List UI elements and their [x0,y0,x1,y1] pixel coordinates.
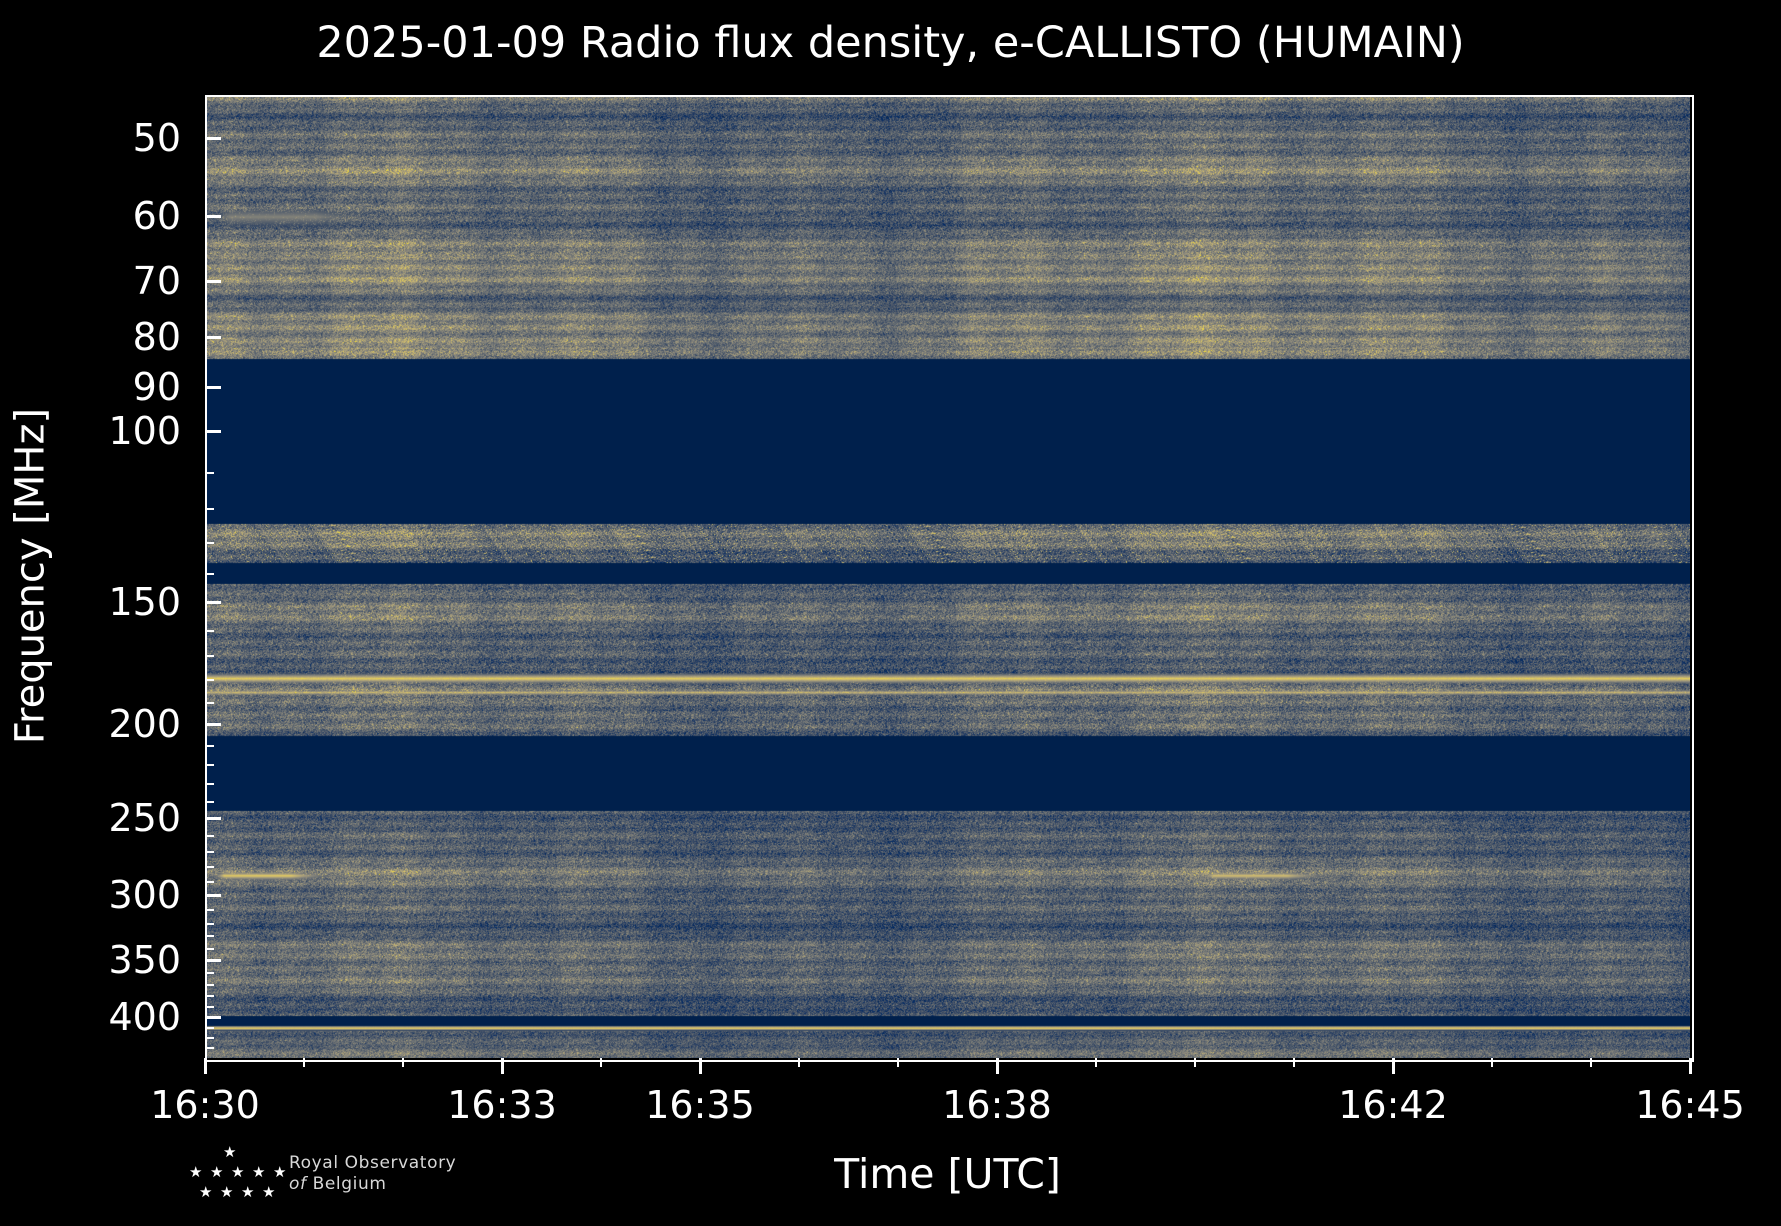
y-minor-tick-mark [205,744,214,747]
y-tick-mark [205,279,221,283]
y-minor-tick-mark [205,935,214,938]
y-minor-tick-mark [205,983,214,986]
y-minor-tick-mark [205,834,214,837]
x-tick-mark [204,1058,207,1074]
stars-icon: ★ ★ ★ ★ ★ ★ ★ ★ ★ ★ [185,1143,286,1203]
y-minor-tick-mark [205,850,214,853]
x-tick-mark [1689,1058,1692,1074]
logo-text: Royal Observatory of Belgium [289,1153,456,1195]
x-tick-label: 16:35 [645,1083,755,1127]
y-minor-tick-mark [205,1037,214,1040]
logo-belgium-word: Belgium [312,1174,387,1194]
y-minor-tick-mark [205,909,214,912]
y-tick-label: 250 [108,796,181,841]
y-tick-mark [205,336,221,339]
y-tick-mark [205,385,221,389]
logo-line-1: Royal Observatory [289,1153,457,1173]
y-minor-tick-mark [205,542,214,545]
x-minor-tick-mark [1095,1058,1097,1067]
y-minor-tick-mark [205,1006,214,1009]
y-minor-tick-mark [205,679,214,682]
y-minor-tick-mark [205,783,214,786]
spectrogram-plot-area[interactable] [205,95,1690,1058]
x-tick-mark [996,1058,999,1074]
x-axis-label: Time [UTC] [834,1150,1061,1198]
y-tick-label: 300 [108,873,181,918]
y-tick-label: 80 [132,315,181,359]
y-tick-mark [205,214,221,218]
y-minor-tick-mark [205,702,214,705]
y-minor-tick-mark [205,471,214,474]
star-icon: ★ [189,1163,203,1181]
y-tick-label: 200 [108,701,181,746]
logo-line-2: of Belgium [289,1174,456,1195]
y-tick-label: 150 [108,580,181,625]
y-minor-tick-mark [205,972,214,975]
x-tick-label: 16:42 [1338,1083,1448,1127]
y-minor-tick-mark [205,995,214,998]
star-icon: ★ [273,1163,287,1181]
x-tick-label: 16:33 [447,1083,557,1127]
x-minor-tick-mark [897,1058,899,1067]
x-minor-tick-mark [1491,1058,1493,1067]
y-tick-mark [205,1015,221,1019]
y-tick-label: 50 [132,116,181,161]
y-minor-tick-mark [205,948,214,951]
x-minor-tick-mark [303,1058,305,1067]
y-tick-label: 90 [132,364,181,409]
y-minor-tick-mark [205,866,214,869]
y-minor-tick-mark [205,801,214,803]
x-minor-tick-mark [600,1058,602,1067]
star-icon: ★ [241,1183,255,1201]
y-tick-mark [205,137,221,141]
y-tick-mark [205,959,221,963]
x-tick-label: 16:30 [150,1083,260,1127]
y-minor-tick-mark [205,629,214,632]
star-icon: ★ [231,1163,245,1181]
x-minor-tick-mark [402,1058,404,1067]
y-tick-mark [205,601,221,605]
y-tick-mark [205,722,221,726]
y-minor-tick-mark [205,764,214,767]
spectrogram-image [205,95,1690,1058]
page-title: 2025-01-09 Radio flux density, e-CALLIST… [316,18,1465,68]
x-minor-tick-mark [1194,1058,1196,1067]
y-tick-mark [205,817,221,821]
x-tick-mark [501,1058,504,1074]
y-minor-tick-mark [205,655,214,658]
y-tick-mark [205,430,221,434]
x-tick-label: 16:45 [1635,1083,1745,1127]
star-icon: ★ [252,1163,266,1181]
y-minor-tick-mark [205,880,214,883]
x-tick-mark [699,1058,702,1074]
logo-of-word: of [289,1174,307,1194]
y-minor-tick-mark [205,1027,214,1030]
y-tick-label: 70 [132,258,181,303]
y-tick-label: 350 [108,938,181,983]
y-axis-label: Frequency [MHz] [7,407,54,745]
x-minor-tick-mark [1293,1058,1295,1067]
y-minor-tick-mark [205,1047,214,1050]
y-minor-tick-mark [205,573,214,576]
y-minor-tick-mark [205,508,214,511]
x-tick-label: 16:38 [942,1083,1052,1127]
royal-observatory-logo: ★ ★ ★ ★ ★ ★ ★ ★ ★ ★ Royal Observatory of Belgium [185,1145,456,1203]
y-minor-tick-mark [205,922,214,925]
star-icon: ★ [262,1183,276,1201]
x-minor-tick-mark [1590,1058,1592,1067]
star-icon: ★ [199,1183,213,1201]
y-tick-label: 60 [132,193,181,238]
star-icon: ★ [223,1143,237,1161]
star-icon: ★ [220,1183,234,1201]
y-tick-mark [205,894,221,898]
x-minor-tick-mark [798,1058,800,1067]
y-tick-label: 100 [108,409,181,454]
x-tick-mark [1392,1058,1395,1074]
star-icon: ★ [210,1163,224,1181]
y-tick-label: 400 [108,994,181,1039]
